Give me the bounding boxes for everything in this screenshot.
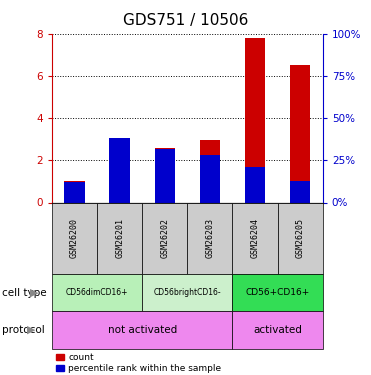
Text: CD56dimCD16+: CD56dimCD16+ <box>66 288 128 297</box>
Text: CD56+CD16+: CD56+CD16+ <box>246 288 310 297</box>
Text: ▶: ▶ <box>30 288 39 297</box>
Text: GSM26202: GSM26202 <box>160 218 169 258</box>
Bar <box>290 181 311 203</box>
Bar <box>52 274 142 311</box>
Bar <box>64 182 85 203</box>
Bar <box>245 38 265 203</box>
Text: cell type: cell type <box>2 288 46 297</box>
Bar <box>97 202 142 274</box>
Text: GSM26204: GSM26204 <box>250 218 260 258</box>
Bar <box>290 65 311 203</box>
Bar <box>233 202 278 274</box>
Text: not activated: not activated <box>108 325 177 335</box>
Bar <box>200 155 220 203</box>
Bar <box>245 167 265 202</box>
Bar <box>109 141 130 202</box>
Bar <box>142 274 233 311</box>
Text: ▶: ▶ <box>27 325 36 335</box>
Bar <box>200 140 220 202</box>
Text: GSM26203: GSM26203 <box>206 218 214 258</box>
Bar <box>52 202 97 274</box>
Text: activated: activated <box>253 325 302 335</box>
Text: GSM26200: GSM26200 <box>70 218 79 258</box>
Bar <box>233 274 323 311</box>
Bar <box>109 138 130 202</box>
Legend: count, percentile rank within the sample: count, percentile rank within the sample <box>56 353 221 373</box>
Text: GSM26205: GSM26205 <box>296 218 305 258</box>
Bar <box>52 311 233 349</box>
Bar <box>278 202 323 274</box>
Bar <box>142 202 187 274</box>
Text: protocol: protocol <box>2 325 45 335</box>
Text: GSM26201: GSM26201 <box>115 218 124 258</box>
Text: GDS751 / 10506: GDS751 / 10506 <box>123 13 248 28</box>
Bar <box>233 311 323 349</box>
Bar <box>155 148 175 202</box>
Text: CD56brightCD16-: CD56brightCD16- <box>154 288 221 297</box>
Bar <box>64 182 85 203</box>
Bar <box>155 148 175 202</box>
Bar <box>187 202 233 274</box>
